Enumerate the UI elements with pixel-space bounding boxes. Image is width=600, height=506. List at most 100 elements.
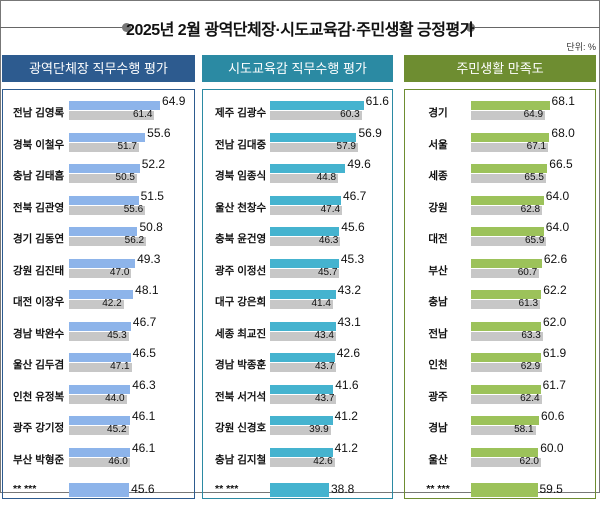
category-label: 경남 박종훈: [215, 359, 267, 371]
previous-value-label: 42.6: [313, 455, 333, 467]
category-label: 대전: [428, 233, 448, 245]
current-bar: [471, 447, 539, 457]
bar-row: 경남 60.6 58.1: [405, 409, 595, 443]
current-value-label: 61.7: [542, 377, 566, 392]
previous-bar: [69, 111, 155, 120]
panel-box: 경기 68.1 64.9 서울 68.0 67.1 세종 66.5 65.5 강원 64.0 62.8…: [404, 89, 596, 499]
panel-header: 시도교육감 직무수행 평가: [202, 55, 393, 82]
previous-bar: [69, 300, 124, 309]
bar-row: 경기 김동연 50.8 56.2: [3, 220, 194, 254]
current-bar: [69, 195, 139, 205]
category-label: 경기: [428, 107, 448, 119]
previous-bar: [69, 457, 130, 467]
current-value-label: 60.6: [541, 409, 565, 423]
previous-bar: [69, 142, 139, 152]
previous-bar: [270, 300, 333, 309]
bar-row: 충남 김태흠 52.2 50.5: [3, 157, 194, 191]
category-label: 경기 김동연: [13, 233, 65, 245]
previous-value-label: 65.9: [524, 235, 545, 246]
previous-value-label: 39.9: [309, 424, 329, 435]
current-value-label: 66.5: [549, 157, 573, 171]
bar-row: 대전 64.0 65.9: [405, 220, 595, 254]
previous-value-label: 45.2: [107, 424, 127, 435]
current-value-label: 46.3: [132, 377, 156, 392]
current-bar: [69, 353, 131, 362]
current-value-label: 49.3: [137, 251, 161, 266]
current-value-label: 68.1: [551, 94, 575, 108]
previous-bar: [471, 457, 541, 467]
current-bar: [69, 101, 161, 110]
current-value-label: 41.2: [334, 440, 358, 455]
category-label: 울산 천창수: [215, 201, 267, 214]
previous-value-label: 47.4: [320, 203, 341, 215]
category-label: 광주 이정선: [215, 264, 267, 277]
previous-bar: [471, 268, 540, 278]
category-label: 경남: [428, 422, 448, 434]
previous-value-label: 62.8: [520, 203, 541, 215]
panel-header: 주민생활 만족도: [404, 55, 596, 82]
title-rule-right: [468, 27, 600, 28]
previous-value-label: 56.2: [124, 235, 145, 246]
bar-row: 경남 박완수 46.7 45.3: [3, 315, 194, 349]
previous-value-label: 62.0: [519, 455, 539, 467]
previous-bar: [270, 457, 335, 467]
title-rule-left: [0, 27, 128, 28]
current-bar: [69, 447, 130, 457]
bar-row: ** *** 45.6: [3, 476, 194, 506]
bar-row: 충남 62.2 61.3: [405, 283, 595, 317]
current-bar: [69, 416, 130, 425]
category-label: ** ***: [13, 483, 37, 495]
current-bar: [270, 483, 329, 497]
current-bar: [270, 353, 335, 362]
panel-box: 전남 김영록 64.9 61.4 경북 이철우 55.6 51.7 충남 김태흠 52.2 50…: [2, 89, 195, 499]
current-bar: [471, 258, 542, 268]
previous-bar: [270, 174, 339, 183]
current-value-label: 62.6: [543, 251, 568, 266]
chart-title: 2025년 2월 광역단체장·시도교육감·주민생활 긍정평가: [126, 22, 474, 39]
current-bar: [471, 384, 541, 394]
bar-row: 세종 최교진 43.1 43.4: [203, 315, 392, 349]
previous-bar: [270, 394, 337, 404]
previous-bar: [471, 363, 543, 372]
category-label: 서울: [428, 138, 448, 151]
previous-bar: [69, 363, 132, 372]
title-dot-right: [466, 23, 475, 32]
bar-row: 충북 윤건영 45.6 46.3: [203, 220, 392, 254]
previous-value-label: 41.4: [311, 298, 331, 309]
current-bar: [270, 447, 333, 457]
previous-bar: [69, 268, 132, 278]
current-bar: [69, 132, 146, 142]
category-label: 대전 이장우: [13, 296, 65, 308]
current-bar: [270, 195, 341, 205]
previous-bar: [270, 111, 362, 120]
current-value-label: 55.6: [147, 125, 171, 140]
previous-value-label: 47.1: [110, 361, 130, 372]
previous-bar: [270, 268, 340, 278]
previous-value-label: 51.7: [117, 140, 137, 152]
previous-value-label: 47.0: [109, 266, 130, 278]
category-label: 전남 김영록: [13, 107, 65, 119]
current-bar: [270, 290, 336, 299]
current-bar: [270, 164, 346, 173]
category-label: ** ***: [215, 483, 239, 495]
previous-value-label: 46.0: [108, 455, 128, 467]
previous-value-label: 60.3: [340, 109, 360, 120]
bar-row: 광주 강기정 46.1 45.2: [3, 409, 194, 443]
previous-value-label: 61.4: [132, 109, 153, 120]
current-bar: [270, 258, 339, 268]
current-value-label: 46.5: [132, 346, 156, 360]
previous-value-label: 67.1: [526, 140, 547, 152]
previous-bar: [270, 331, 336, 341]
current-bar: [69, 227, 138, 236]
bar-row: 전북 서거석 41.6 43.7: [203, 378, 392, 412]
current-bar: [69, 321, 131, 331]
category-label: 부산 박형준: [13, 453, 65, 466]
current-bar: [270, 132, 357, 142]
bar-row: 광주 61.7 62.4: [405, 378, 595, 412]
category-label: 경북 이철우: [13, 138, 65, 151]
previous-bar: [69, 237, 147, 246]
category-label: 강원: [428, 201, 448, 214]
category-label: 강원 김진태: [13, 264, 65, 277]
previous-bar: [471, 394, 542, 404]
category-label: 경북 임종식: [215, 170, 267, 182]
